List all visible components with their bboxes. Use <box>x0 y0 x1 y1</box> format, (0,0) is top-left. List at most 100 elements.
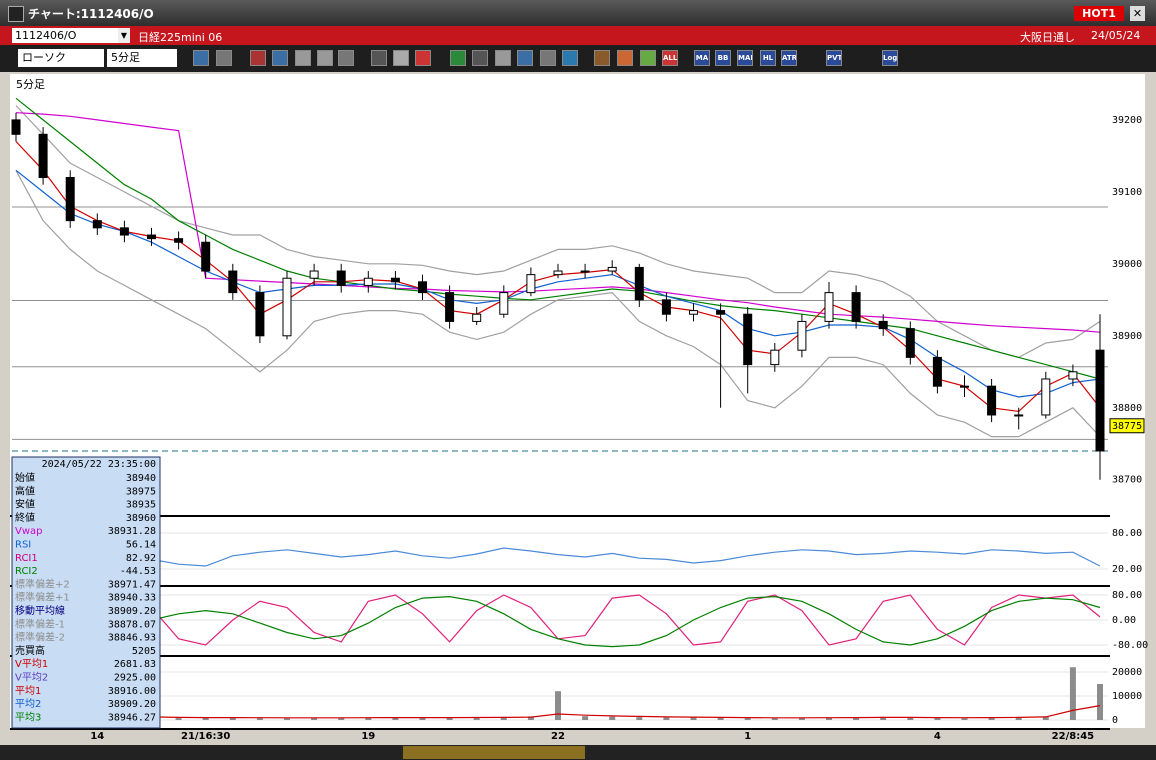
date: 24/05/24 <box>1091 29 1141 42</box>
y-tick-label: 38700 <box>1112 475 1142 486</box>
volume-bar <box>229 717 236 721</box>
candle-body <box>282 277 292 337</box>
info-label: V平均1 <box>15 658 48 670</box>
tool-icon[interactable] <box>594 50 610 66</box>
axis-bg <box>1110 74 1145 730</box>
tool-button[interactable]: MAE <box>737 50 753 66</box>
info-value: 38940 <box>126 473 156 484</box>
candle-body <box>607 266 617 272</box>
volume-bar <box>311 718 318 721</box>
tool-button[interactable]: Log <box>882 50 898 66</box>
tool-icon[interactable] <box>450 50 466 66</box>
x-tick-label: 21/16:30 <box>181 731 230 742</box>
symbol-name: 日経225mini 06 <box>138 31 223 44</box>
panel-title: 5分足 <box>16 78 45 91</box>
y-tick-label: 0.00 <box>1112 615 1136 626</box>
info-label: 平均3 <box>15 711 41 723</box>
volume-bar <box>717 717 724 721</box>
candle-body <box>634 266 644 301</box>
tool-icon[interactable] <box>295 50 311 66</box>
info-label: 売買高 <box>15 644 45 657</box>
candle-body <box>1068 371 1078 380</box>
volume-bar <box>1097 684 1103 721</box>
y-tick-label: 0 <box>1112 715 1118 726</box>
tool-button[interactable]: HL <box>760 50 776 66</box>
tool-icon[interactable] <box>495 50 511 66</box>
volume-bar <box>582 716 589 721</box>
volume-bar <box>1042 716 1049 721</box>
volume-bar <box>744 718 751 721</box>
tool-button[interactable]: PVT <box>826 50 842 66</box>
info-label: 標準偏差+2 <box>15 577 70 590</box>
tool-icon[interactable] <box>393 50 409 66</box>
indicator-line <box>15 547 1101 567</box>
info-label: 始値 <box>15 471 35 484</box>
volume-bar <box>202 717 209 721</box>
tool-icon[interactable] <box>517 50 533 66</box>
info-value: 38946.27 <box>108 712 156 723</box>
volume-bar <box>907 717 914 721</box>
candle-body <box>472 313 482 322</box>
tool-button[interactable]: ATR <box>781 50 797 66</box>
candle-body <box>960 385 969 388</box>
app-icon <box>8 6 24 22</box>
tool-icon[interactable] <box>371 50 387 66</box>
tool-button[interactable]: BB <box>715 50 731 66</box>
volume-bar <box>1015 717 1022 721</box>
info-value: 38909.20 <box>108 606 156 617</box>
volume-bar <box>636 717 643 721</box>
tool-icon[interactable] <box>562 50 578 66</box>
close-button[interactable]: ✕ <box>1130 6 1145 21</box>
tool-icon[interactable] <box>272 50 288 66</box>
volume-bar <box>338 717 345 721</box>
tool-icon[interactable] <box>250 50 266 66</box>
volume-bar <box>771 718 778 721</box>
chart-type-select[interactable]: ローソク <box>18 49 104 67</box>
volume-bar <box>500 716 507 721</box>
tool-icon[interactable] <box>540 50 556 66</box>
candle-body <box>336 270 346 286</box>
tool-icon[interactable] <box>193 50 209 66</box>
info-datetime: 2024/05/22 23:35:00 <box>42 459 156 470</box>
volume-bar <box>365 717 372 721</box>
symbol-dropdown[interactable]: ▼ <box>118 28 130 43</box>
tool-button[interactable]: ALL <box>662 50 678 66</box>
candle-body <box>255 292 265 337</box>
tool-icon[interactable] <box>617 50 633 66</box>
volume-bar <box>392 717 399 721</box>
y-tick-label: 20.00 <box>1112 564 1142 575</box>
candle-body <box>878 320 888 330</box>
volume-bar <box>1069 667 1076 721</box>
candle-body <box>661 299 671 315</box>
tool-icon[interactable] <box>317 50 333 66</box>
candle-body <box>445 292 455 322</box>
scroll-thumb[interactable] <box>403 746 585 759</box>
info-value: 38878.07 <box>108 619 156 630</box>
info-label: 標準偏差-2 <box>15 631 65 644</box>
volume-bar <box>473 717 480 721</box>
tool-icon[interactable] <box>216 50 232 66</box>
info-label: 平均1 <box>15 685 41 697</box>
interval-select[interactable]: 5分足 <box>107 49 177 67</box>
candle-body <box>553 270 563 276</box>
y-tick-label: 39000 <box>1112 259 1142 270</box>
y-tick-label: 80.00 <box>1112 590 1142 601</box>
window-title: チャート:1112406/O <box>28 7 154 21</box>
tool-icon[interactable] <box>338 50 354 66</box>
info-label: Vwap <box>15 526 43 537</box>
x-tick-label: 4 <box>934 731 941 742</box>
info-value: 38935 <box>126 500 156 511</box>
y-tick-label: 39200 <box>1112 115 1142 126</box>
volume-bar <box>419 717 426 721</box>
volume-bar <box>988 717 995 721</box>
tool-icon[interactable] <box>472 50 488 66</box>
tool-button[interactable]: MA <box>694 50 710 66</box>
tool-icon[interactable] <box>415 50 431 66</box>
info-value: 38971.47 <box>108 579 156 590</box>
symbol-input[interactable]: 1112406/O <box>12 28 130 43</box>
tool-icon[interactable] <box>640 50 656 66</box>
candle-body <box>689 310 698 315</box>
hot-badge[interactable]: HOT1 <box>1074 6 1124 21</box>
